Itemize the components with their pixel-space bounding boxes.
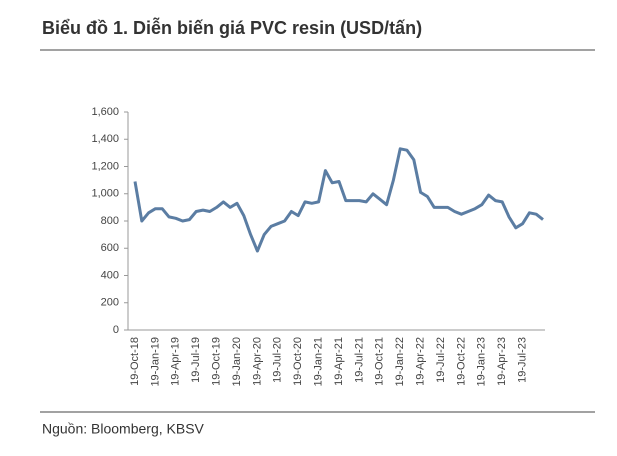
x-tick-label: 19-Jul-22 — [435, 337, 447, 383]
chart-title: Biểu đồ 1. Diễn biến giá PVC resin (USD/… — [42, 17, 422, 38]
x-tick-label: 19-Oct-22 — [455, 337, 467, 386]
x-tick-label: 19-Jan-21 — [313, 337, 325, 387]
x-tick-label: 19-Apr-22 — [415, 337, 427, 386]
y-tick-label: 1,400 — [91, 133, 119, 145]
y-tick-label: 600 — [101, 242, 119, 254]
x-tick-label: 19-Jul-21 — [353, 337, 365, 383]
x-tick-label: 19-Jan-23 — [476, 337, 488, 387]
x-tick-label: 19-Jan-19 — [149, 337, 161, 387]
y-tick-label: 200 — [101, 297, 119, 309]
x-tick-label: 19-Apr-21 — [333, 337, 345, 386]
x-tick-label: 19-Jan-20 — [231, 337, 243, 387]
x-tick-label: 19-Apr-19 — [170, 337, 182, 386]
price-line — [133, 147, 544, 253]
y-tick-label: 1,600 — [91, 106, 119, 118]
x-tick-label: 19-Jul-20 — [272, 337, 284, 383]
x-tick-label: 19-Jan-22 — [394, 337, 406, 387]
y-tick-label: 800 — [101, 215, 119, 227]
x-tick-label: 19-Oct-19 — [211, 337, 223, 386]
x-tick-label: 19-Apr-20 — [251, 337, 263, 386]
x-tick-label: 19-Jul-19 — [190, 337, 202, 383]
y-tick-label: 0 — [113, 324, 119, 336]
source: Nguồn: Bloomberg, KBSV — [42, 421, 205, 437]
y-tick-label: 1,200 — [91, 160, 119, 172]
x-tick-label: 19-Apr-23 — [496, 337, 508, 386]
x-tick-label: 19-Oct-20 — [292, 337, 304, 386]
x-tick-label: 19-Oct-18 — [129, 337, 141, 386]
x-tick-label: 19-Oct-21 — [374, 337, 386, 386]
y-tick-label: 1,000 — [91, 188, 119, 200]
x-tick-label: 19-Jul-23 — [517, 337, 529, 383]
y-tick-label: 400 — [101, 269, 119, 281]
